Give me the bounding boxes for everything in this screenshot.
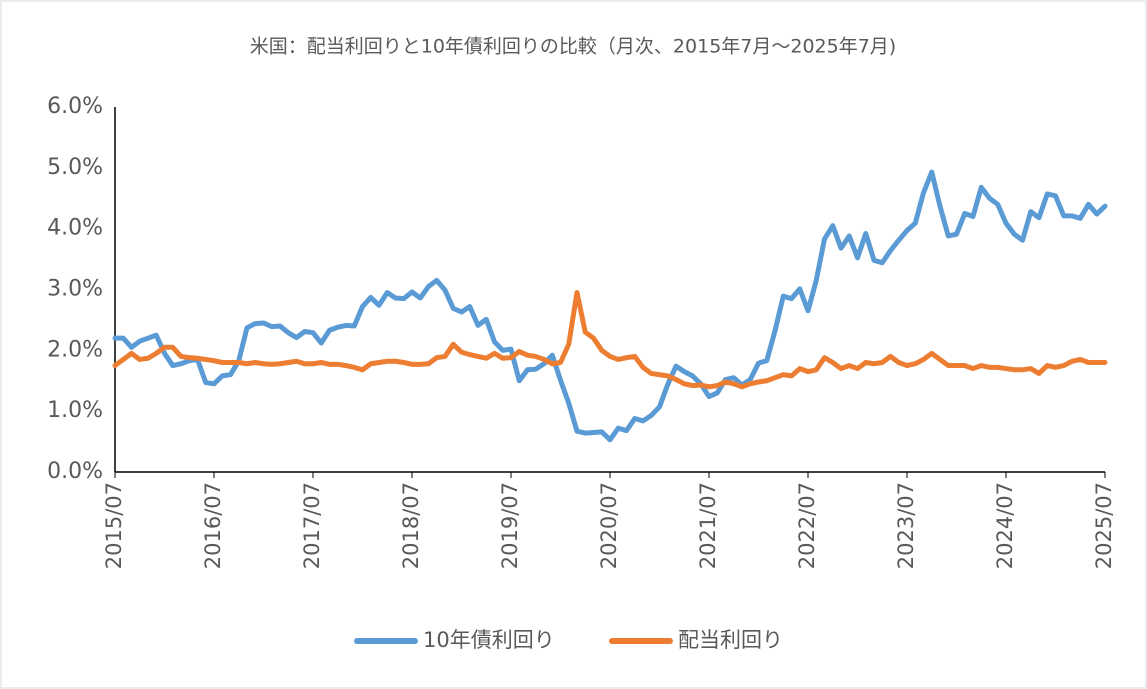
series-line — [112, 169, 1108, 443]
y-tick-label: 6.0% — [47, 94, 103, 119]
y-tick-label: 2.0% — [47, 337, 103, 362]
y-tick-label: 0.0% — [47, 459, 103, 484]
x-tick-label: 2023/07 — [894, 482, 918, 569]
legend-label: 配当利回り — [678, 628, 783, 652]
x-tick-label: 2021/07 — [696, 482, 720, 569]
x-tick-label: 2017/07 — [300, 482, 324, 569]
x-tick-label: 2025/07 — [1092, 482, 1116, 569]
series-line — [112, 290, 1108, 390]
y-tick-label: 5.0% — [47, 155, 103, 180]
x-tick-label: 2015/07 — [102, 482, 126, 569]
x-tick-label: 2016/07 — [201, 482, 225, 569]
x-tick-label: 2022/07 — [795, 482, 819, 569]
x-tick-label: 2018/07 — [399, 482, 423, 569]
y-tick-label: 3.0% — [47, 277, 103, 302]
x-tick-label: 2024/07 — [993, 482, 1017, 569]
chart-title: 米国：配当利回りと10年債利回りの比較（月次、2015年7月～2025年7月) — [250, 36, 896, 58]
legend-label: 10年債利回り — [423, 628, 555, 652]
x-tick-label: 2020/07 — [597, 482, 621, 569]
y-tick-label: 1.0% — [47, 398, 103, 423]
y-tick-label: 4.0% — [47, 216, 103, 241]
x-tick-label: 2019/07 — [498, 482, 522, 569]
